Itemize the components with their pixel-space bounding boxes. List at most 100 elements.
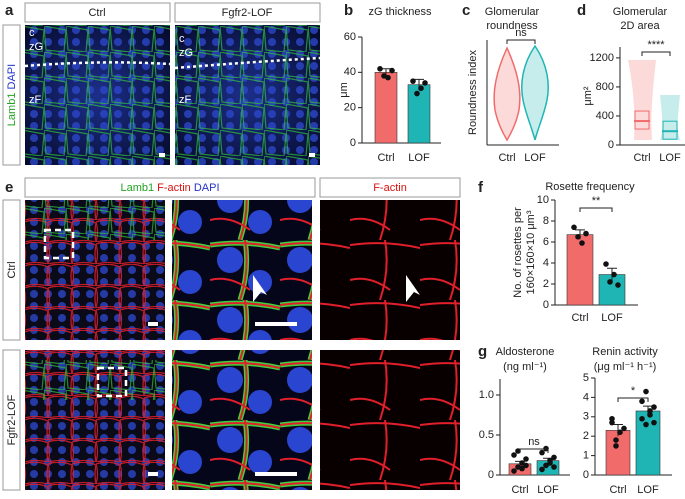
y-tick-label: 0 (543, 299, 549, 311)
data-point (523, 456, 529, 462)
data-point (607, 279, 613, 285)
row-label: Fgfr2-LOF (6, 394, 18, 445)
y-tick-label: 2 (543, 278, 549, 290)
y-tick-label: 5 (583, 372, 589, 384)
data-point (377, 66, 383, 72)
y-tick-label: 0.5 (479, 429, 494, 441)
data-point (389, 67, 395, 74)
data-point (643, 421, 649, 428)
chart-title: 2D area (620, 20, 660, 32)
y-tick-label: 0 (608, 139, 614, 151)
chart-title: Glomerular (613, 6, 668, 18)
data-point (539, 449, 545, 456)
x-tick-label: LOF (659, 152, 681, 164)
row-label: Ctrl (6, 261, 18, 278)
y-axis-label: μm (338, 82, 350, 98)
data-point (647, 412, 653, 418)
significance-bracket (519, 448, 549, 453)
zone-label: c (179, 33, 185, 45)
significance-label: ns (528, 436, 540, 448)
x-tick-label: Ctrl (633, 152, 650, 164)
data-point (511, 468, 517, 474)
data-point (615, 282, 621, 288)
y-tick-label: 400 (596, 110, 614, 122)
data-point (603, 261, 609, 267)
significance-label: **** (647, 39, 665, 51)
y-tick-label: 0 (488, 469, 494, 481)
data-point (422, 80, 428, 86)
significance-label: ** (592, 195, 601, 207)
data-point (639, 415, 645, 422)
chart-title: zG thickness (369, 6, 432, 18)
bar (566, 234, 594, 306)
zone-label: zG (179, 47, 193, 59)
stain-label: F-actin (373, 182, 407, 194)
stain-label: Lamb1 DAPI (6, 64, 18, 126)
y-axis-label: Roundness index (467, 50, 479, 136)
y-tick-label: 1200 (590, 52, 614, 64)
data-point (385, 74, 391, 81)
y-tick-label: 800 (596, 81, 614, 93)
panel-label: g (478, 343, 487, 360)
significance-bracket (579, 207, 613, 212)
micrograph-e (2, 177, 461, 491)
chart-title: Aldosterone (496, 346, 555, 358)
data-point (651, 404, 657, 410)
data-point (643, 388, 649, 395)
micrograph-a (2, 2, 321, 166)
data-point (613, 437, 619, 443)
y-tick-label: 6 (543, 236, 549, 248)
y-tick-label: 10 (537, 194, 549, 206)
data-point (515, 448, 521, 454)
data-point (551, 454, 557, 461)
x-tick-label: LOF (601, 312, 623, 324)
zone-label: zF (179, 94, 192, 106)
data-point (575, 233, 581, 240)
x-tick-label: Ctrl (498, 152, 515, 164)
x-tick-label: Ctrl (511, 484, 528, 496)
significance-bracket (506, 39, 536, 44)
data-point (551, 464, 557, 470)
y-tick-label: 2 (583, 430, 589, 442)
x-tick-label: Ctrl (377, 152, 394, 164)
data-point (579, 240, 585, 246)
data-point (539, 466, 545, 473)
y-tick-label: 0 (350, 137, 356, 149)
bar (374, 72, 398, 144)
data-point (547, 460, 553, 466)
box (634, 110, 650, 130)
data-point (418, 85, 424, 92)
panel-label: d (577, 2, 586, 19)
data-point (639, 398, 645, 405)
x-tick-label: LOF (537, 484, 559, 496)
chart-title: Glomerular (485, 6, 540, 18)
y-tick-label: 4 (583, 391, 589, 403)
y-tick-label: 4 (543, 257, 549, 269)
data-point (617, 429, 623, 436)
data-point (414, 90, 420, 97)
chart-title: (ng ml⁻¹) (503, 361, 547, 373)
x-tick-label: LOF (524, 152, 546, 164)
data-point (609, 419, 615, 426)
data-point (621, 425, 627, 432)
x-tick-label: Ctrl (609, 484, 626, 496)
significance-bracket (641, 51, 671, 56)
data-point (410, 78, 416, 84)
data-point (511, 452, 517, 458)
y-tick-label: 20 (344, 102, 356, 114)
y-tick-label: 60 (344, 31, 356, 43)
y-tick-label: 1 (583, 450, 589, 462)
zone-label: zF (29, 94, 42, 106)
y-tick-label: 8 (543, 215, 549, 227)
data-point (583, 230, 589, 237)
bar (605, 430, 631, 476)
column-label: Fgfr2-LOF (222, 7, 273, 19)
y-axis-label: 160×160×10 μm³ (525, 210, 537, 294)
x-tick-label: Ctrl (571, 312, 588, 324)
zone-label: c (29, 27, 35, 39)
data-point (519, 465, 525, 472)
panel-label: f (478, 179, 484, 196)
column-label: Ctrl (88, 7, 105, 19)
x-tick-label: LOF (637, 484, 659, 496)
chart-title: Rosette frequency (545, 181, 635, 193)
